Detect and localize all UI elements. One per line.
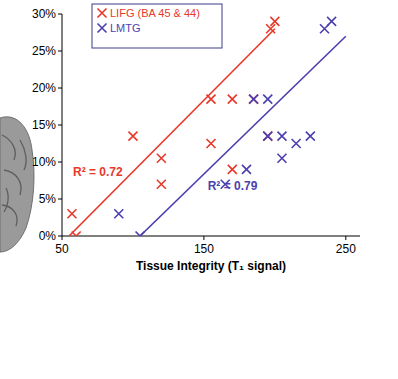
x-axis	[62, 236, 360, 237]
point	[327, 17, 336, 26]
r2-label: R² = 0.79	[208, 179, 258, 193]
point	[270, 17, 279, 26]
legend-box	[92, 4, 222, 48]
legend-label: LMTG	[110, 22, 141, 34]
x-axis-label: Tissue Integrity (T₁ signal)	[136, 259, 286, 273]
x-tick	[203, 236, 204, 240]
point	[136, 232, 145, 237]
y-tick-label: 20%	[32, 81, 56, 95]
y-tick-label: 5%	[39, 192, 57, 206]
y-tick	[58, 125, 62, 126]
y-tick	[58, 162, 62, 163]
y-tick	[58, 14, 62, 15]
y-tick-label: 15%	[32, 118, 56, 132]
brain-fold	[4, 188, 8, 212]
point	[263, 132, 272, 141]
legend-label: LIFG (BA 45 & 44)	[110, 7, 200, 19]
point	[277, 154, 286, 163]
point	[242, 165, 251, 174]
legend: LIFG (BA 45 & 44) LMTG	[92, 4, 222, 48]
point	[277, 132, 286, 141]
chart: 0% 5% 10% 15% 20% 25% 30% 50 150 250 Tissue Integr…	[0, 0, 398, 379]
point	[128, 132, 137, 141]
r2-label: R² = 0.72	[73, 165, 123, 179]
point	[207, 139, 216, 148]
y-tick	[58, 88, 62, 89]
x-tick-label: 250	[336, 242, 356, 256]
point	[157, 154, 166, 163]
brain-fold	[2, 205, 17, 226]
y-tick	[58, 199, 62, 200]
point	[207, 95, 216, 104]
point	[292, 139, 301, 148]
y-tick	[58, 51, 62, 52]
y-tick	[58, 236, 62, 237]
brain-shape	[0, 117, 34, 252]
point	[114, 209, 123, 218]
point	[67, 209, 76, 218]
point	[263, 132, 272, 141]
point	[228, 165, 237, 174]
point	[249, 95, 258, 104]
y-tick-label: 0%	[39, 229, 57, 243]
y-tick-label: 25%	[32, 44, 56, 58]
point	[72, 232, 81, 237]
brain-fold	[2, 135, 15, 160]
point	[157, 180, 166, 189]
legend-marker	[98, 24, 107, 33]
y-tick-label: 10%	[32, 155, 56, 169]
y-tick-label: 30%	[32, 7, 56, 21]
x-tick	[345, 236, 346, 240]
brain-image	[0, 117, 34, 252]
x-tick-label: 150	[194, 242, 214, 256]
point	[249, 95, 258, 104]
brain-fold	[4, 170, 21, 195]
trend-line	[140, 36, 346, 236]
legend-marker	[98, 9, 107, 18]
point	[306, 132, 315, 141]
plot-area	[67, 17, 345, 236]
brain-fold	[20, 140, 26, 170]
x-tick-label: 50	[55, 242, 69, 256]
point	[228, 95, 237, 104]
x-tick	[62, 236, 63, 240]
point	[263, 95, 272, 104]
